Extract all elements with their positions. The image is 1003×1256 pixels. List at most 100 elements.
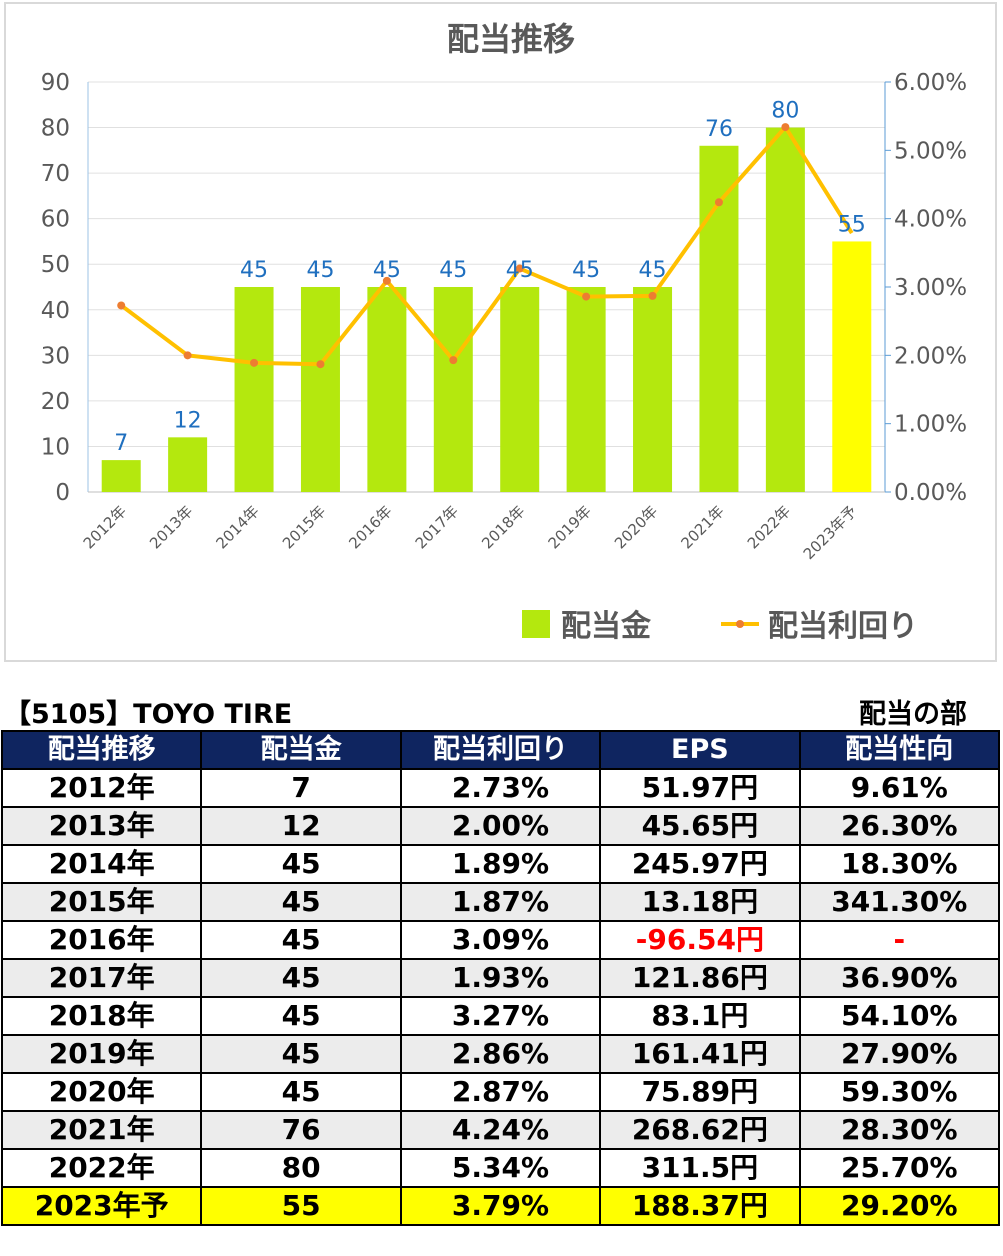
table-row: 2016年 45 3.09% -96.54円 -: [0, 920, 1001, 960]
cell-dividend: 45: [200, 996, 402, 1036]
yield-line: [117, 123, 854, 369]
bar: [500, 287, 540, 492]
cell-payout: 18.30%: [798, 844, 1001, 884]
bar-data-label: 45: [240, 258, 268, 283]
x-tick-label: 2020年: [611, 502, 661, 552]
y-right-tick-label: 0.00%: [894, 480, 967, 506]
cell-payout: 25.70%: [798, 1148, 1001, 1188]
cell-dividend: 45: [200, 920, 402, 960]
cell-dividend: 45: [200, 1034, 402, 1074]
cell-yield: 4.24%: [399, 1110, 602, 1150]
bar: [300, 287, 340, 492]
yield-point: [250, 358, 259, 367]
bar: [633, 287, 673, 492]
cell-year: 2017年: [0, 958, 203, 998]
y-left-tick-label: 40: [41, 298, 70, 324]
bar-data-label: 76: [705, 117, 733, 142]
cell-payout: 29.20%: [798, 1186, 1001, 1226]
table-row: 2019年 45 2.86% 161.41円 27.90%: [0, 1034, 1001, 1074]
cell-eps: 75.89円: [599, 1072, 801, 1112]
yield-point: [781, 123, 790, 132]
y-right-tick-label: 3.00%: [894, 275, 967, 301]
cell-eps: 268.62円: [599, 1110, 801, 1150]
yield-point: [714, 198, 723, 207]
bar-data-label: 45: [639, 258, 667, 283]
legend-label-yield: 配当利回り: [768, 609, 918, 644]
cell-yield: 1.87%: [399, 882, 602, 922]
yield-line-path: [120, 125, 854, 367]
cell-year: 2023年予: [0, 1186, 203, 1226]
legend-label-dividend: 配当金: [561, 609, 652, 644]
cell-year: 2016年: [0, 920, 203, 960]
cell-dividend: 80: [200, 1148, 402, 1188]
bar-data-label: 12: [174, 408, 202, 433]
cell-dividend: 7: [200, 768, 402, 808]
x-tick-label: 2017年: [412, 502, 462, 552]
cell-yield: 3.79%: [399, 1186, 602, 1226]
cell-payout: 26.30%: [798, 806, 1001, 846]
cell-year: 2013年: [0, 806, 203, 846]
cell-yield: 3.09%: [399, 920, 602, 960]
cell-year: 2022年: [0, 1148, 203, 1188]
cell-dividend: 76: [200, 1110, 402, 1150]
cell-year: 2021年: [0, 1110, 203, 1150]
cell-year: 2018年: [0, 996, 203, 1036]
cell-eps: 83.1円: [599, 996, 801, 1036]
x-tick-label: 2013年: [146, 502, 196, 552]
table-title: 【5105】TOYO TIRE: [4, 699, 293, 730]
dividend-chart: 配当推移 0 10 20 30 40 50 60 70 80 90 0.00% 1.00% 2.00% 3…: [4, 2, 997, 662]
table-row: 2020年 45 2.87% 75.89円 59.30%: [0, 1072, 1001, 1112]
cell-payout: 59.30%: [798, 1072, 1001, 1112]
x-tick-label: 2023年予: [800, 502, 861, 563]
cell-eps: 121.86円: [599, 958, 801, 998]
y-right-tick-label: 5.00%: [894, 138, 967, 164]
bar-data-label: 45: [506, 258, 534, 283]
cell-dividend: 55: [200, 1186, 402, 1226]
cell-dividend: 45: [200, 882, 402, 922]
table-row: 2013年 12 2.00% 45.65円 26.30%: [0, 806, 1001, 846]
header-year: 配当推移: [0, 730, 203, 770]
bar-data-label: 45: [373, 258, 401, 283]
cell-year: 2015年: [0, 882, 203, 922]
cell-yield: 2.86%: [399, 1034, 602, 1074]
cell-eps: 13.18円: [599, 882, 801, 922]
header-eps: EPS: [599, 730, 801, 770]
cell-eps: 311.5円: [599, 1148, 801, 1188]
yield-point: [382, 276, 391, 285]
y-left-tick-label: 10: [41, 434, 70, 460]
y-left-tick-label: 80: [41, 116, 70, 142]
bar: [433, 287, 473, 492]
x-tick-label: 2014年: [213, 502, 263, 552]
bar-data-label: 7: [114, 431, 128, 456]
yield-point: [183, 351, 192, 360]
bar: [101, 460, 141, 492]
table-row: 2022年 80 5.34% 311.5円 25.70%: [0, 1148, 1001, 1188]
table-row: 2018年 45 3.27% 83.1円 54.10%: [0, 996, 1001, 1036]
y-left-tick-label: 60: [41, 207, 70, 233]
x-tick-label: 2016年: [345, 502, 395, 552]
table-row: 2021年 76 4.24% 268.62円 28.30%: [0, 1110, 1001, 1150]
y-left-tick-label: 70: [41, 161, 70, 187]
cell-year: 2014年: [0, 844, 203, 884]
y-left-tick-label: 50: [41, 252, 70, 278]
cell-eps: 45.65円: [599, 806, 801, 846]
cell-payout: 27.90%: [798, 1034, 1001, 1074]
cell-eps: 161.41円: [599, 1034, 801, 1074]
yield-point: [117, 301, 126, 310]
cell-year: 2020年: [0, 1072, 203, 1112]
table-row: 2014年 45 1.89% 245.97円 18.30%: [0, 844, 1001, 884]
data-labels: 7 12 45 45 45 45 45 45 45 76 80 55: [114, 99, 866, 457]
cell-yield: 3.27%: [399, 996, 602, 1036]
x-tick-label: 2022年: [744, 502, 794, 552]
table-header-row: 配当推移 配当金 配当利回り EPS 配当性向: [0, 730, 1001, 770]
cell-payout: 28.30%: [798, 1110, 1001, 1150]
y-left-tick-label: 90: [41, 70, 70, 96]
cell-dividend: 45: [200, 844, 402, 884]
cell-eps: 51.97円: [599, 768, 801, 808]
table-section-label: 配当の部: [859, 699, 967, 730]
chart-title: 配当推移: [447, 20, 575, 58]
x-tick-label: 2018年: [478, 502, 528, 552]
yield-point: [648, 291, 657, 300]
bar: [566, 287, 606, 492]
bar-data-label: 45: [439, 258, 467, 283]
